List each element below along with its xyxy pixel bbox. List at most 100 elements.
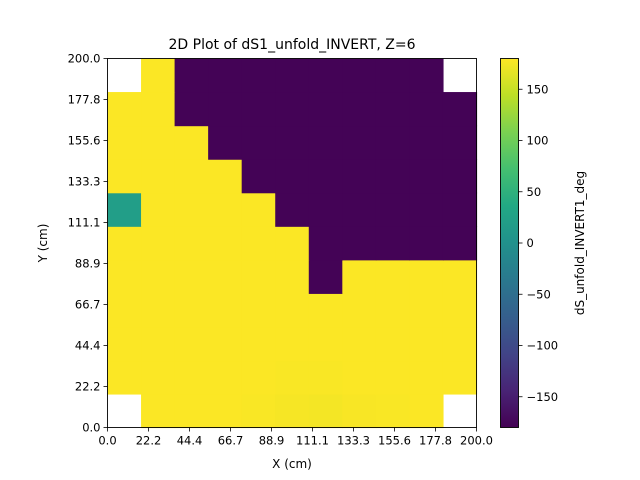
heatmap-cell: [375, 360, 411, 395]
heatmap-cell: [442, 192, 478, 227]
heatmap-cell: [342, 226, 377, 261]
heatmap-cell: [141, 226, 176, 261]
heatmap-cell: [208, 259, 243, 294]
heatmap-cell: [442, 92, 478, 127]
heatmap-cells: [107, 58, 478, 429]
heatmap-cell: [375, 293, 411, 328]
heatmap-cell: [375, 192, 411, 227]
heatmap-cell: [141, 259, 176, 294]
heatmap-cell: [409, 360, 444, 395]
heatmap-cell: [107, 92, 142, 127]
x-axis-label: X (cm): [272, 457, 312, 471]
heatmap-cell: [375, 125, 411, 160]
heatmap-cell: [208, 58, 243, 93]
heatmap-cell: [342, 393, 377, 429]
heatmap-cell: [442, 293, 478, 328]
heatmap-cell: [241, 159, 276, 194]
heatmap-cell: [375, 393, 411, 429]
y-tick-label: 0.0: [82, 421, 100, 435]
colorbar: [500, 58, 519, 428]
heatmap-cell: [308, 226, 343, 261]
heatmap-cell: [375, 58, 411, 93]
x-tick-label: 88.9: [259, 434, 285, 448]
heatmap-cell: [342, 125, 377, 160]
heatmap-cell: [409, 92, 444, 127]
heatmap-cell: [174, 58, 209, 93]
heatmap-cell: [107, 293, 142, 328]
heatmap-cell: [107, 326, 142, 362]
y-tick-label: 133.3: [68, 175, 101, 189]
heatmap-cell: [241, 393, 276, 429]
heatmap-cell: [208, 393, 243, 429]
heatmap-cell: [375, 159, 411, 194]
heatmap-cell: [241, 326, 276, 362]
heatmap-cell: [141, 393, 176, 429]
x-tick-label: 66.7: [218, 434, 244, 448]
heatmap-cell: [107, 159, 142, 194]
y-axis-label: Y (cm): [36, 224, 50, 264]
heatmap-cell: [141, 92, 176, 127]
heatmap-cell: [141, 159, 176, 194]
heatmap-cell: [107, 192, 142, 227]
heatmap-cell: [174, 92, 209, 127]
heatmap-cell: [141, 192, 176, 227]
heatmap-cell: [141, 58, 176, 93]
heatmap-cell: [208, 159, 243, 194]
heatmap-cell: [174, 125, 209, 160]
colorbar-tick-label: −100: [527, 339, 559, 353]
heatmap-cell: [241, 192, 276, 227]
plot-frame: [107, 58, 477, 428]
x-tick-label: 133.3: [337, 434, 370, 448]
heatmap-cell: [275, 226, 310, 261]
heatmap-cell: [409, 192, 444, 227]
y-tick-label: 66.7: [75, 298, 101, 312]
heatmap-cell: [342, 92, 377, 127]
x-tick-label: 22.2: [136, 434, 162, 448]
heatmap-cell: [308, 58, 343, 93]
colorbar-tick-label: −150: [527, 390, 559, 404]
heatmap-cell: [275, 192, 310, 227]
y-axis-ticks: 0.0 22.2 44.4 66.7 88.9 111.1 133.3 155.6 177.8 2…: [68, 52, 108, 435]
heatmap-cell: [174, 293, 209, 328]
heatmap-cell: [409, 293, 444, 328]
heatmap-cell: [208, 226, 243, 261]
heatmap-cell: [409, 226, 444, 261]
heatmap-cell: [308, 259, 343, 294]
heatmap-cell: [442, 226, 478, 261]
heatmap-cell: [241, 226, 276, 261]
heatmap-cell: [174, 159, 209, 194]
heatmap-cell: [275, 326, 310, 362]
chart-title: 2D Plot of dS1_unfold_INVERT, Z=6: [168, 37, 415, 53]
colorbar-tick-label: 150: [527, 82, 549, 96]
heatmap-cell: [375, 226, 411, 261]
heatmap-cell: [442, 360, 478, 395]
y-tick-label: 111.1: [68, 216, 101, 230]
heatmap-cell: [308, 326, 343, 362]
heatmap-cell: [275, 360, 310, 395]
x-axis-ticks: 0.0 22.2 44.4 66.7 88.9 111.1 133.3 155.6 177.8 2…: [98, 427, 493, 448]
heatmap-cell: [174, 192, 209, 227]
heatmap-cell: [342, 326, 377, 362]
heatmap-cell: [308, 393, 343, 429]
heatmap-cell: [375, 259, 411, 294]
x-tick-label: 111.1: [296, 434, 329, 448]
heatmap-cell: [275, 58, 310, 93]
heatmap-cell: [409, 259, 444, 294]
heatmap-cell: [208, 326, 243, 362]
y-tick-label: 177.8: [68, 93, 101, 107]
heatmap-cell: [275, 159, 310, 194]
colorbar-tick-label: −50: [527, 287, 551, 301]
y-tick-label: 155.6: [68, 134, 101, 148]
heatmap-cell: [241, 293, 276, 328]
heatmap-cell: [275, 393, 310, 429]
heatmap-cell: [275, 293, 310, 328]
heatmap-cell: [241, 58, 276, 93]
heatmap-cell: [141, 360, 176, 395]
heatmap-cell: [308, 125, 343, 160]
heatmap-cell: [275, 259, 310, 294]
heatmap-cell: [342, 192, 377, 227]
heatmap-cell: [275, 92, 310, 127]
heatmap-cell: [141, 326, 176, 362]
colorbar-label: dS_unfold_INVERT1_deg: [573, 171, 587, 315]
